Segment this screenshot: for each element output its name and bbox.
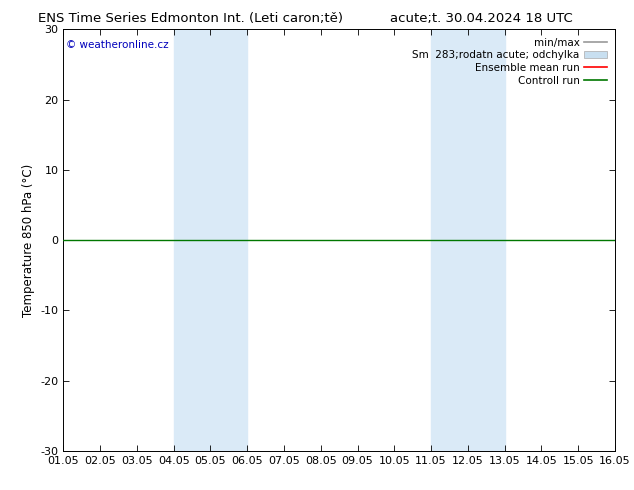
- Text: ENS Time Series Edmonton Int. (Leti caron;tě): ENS Time Series Edmonton Int. (Leti caro…: [37, 12, 343, 25]
- Text: acute;t. 30.04.2024 18 UTC: acute;t. 30.04.2024 18 UTC: [391, 12, 573, 25]
- Bar: [431, 29, 505, 451]
- Legend: min/max, Sm  283;rodatn acute; odchylka, Ensemble mean run, Controll run: min/max, Sm 283;rodatn acute; odchylka, …: [409, 35, 610, 89]
- Text: © weatheronline.cz: © weatheronline.cz: [66, 40, 169, 50]
- Y-axis label: Temperature 850 hPa (°C): Temperature 850 hPa (°C): [22, 164, 35, 317]
- Bar: [174, 29, 247, 451]
